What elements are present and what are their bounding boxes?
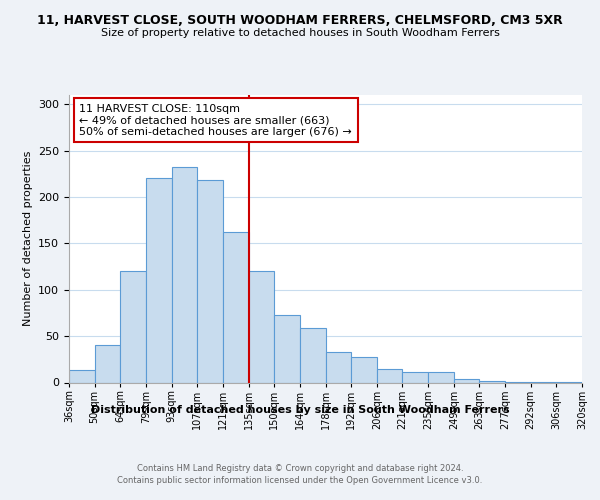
Bar <box>172 168 197 382</box>
Bar <box>479 380 505 382</box>
Bar <box>428 372 454 382</box>
Bar <box>95 346 121 383</box>
Bar <box>121 271 146 382</box>
Bar <box>248 271 274 382</box>
Y-axis label: Number of detached properties: Number of detached properties <box>23 151 32 326</box>
Text: Size of property relative to detached houses in South Woodham Ferrers: Size of property relative to detached ho… <box>101 28 499 38</box>
Text: Distribution of detached houses by size in South Woodham Ferrers: Distribution of detached houses by size … <box>91 405 509 415</box>
Bar <box>223 232 248 382</box>
Bar <box>69 370 95 382</box>
Bar <box>454 379 479 382</box>
Bar <box>377 368 403 382</box>
Bar <box>146 178 172 382</box>
Bar <box>300 328 325 382</box>
Text: 11, HARVEST CLOSE, SOUTH WOODHAM FERRERS, CHELMSFORD, CM3 5XR: 11, HARVEST CLOSE, SOUTH WOODHAM FERRERS… <box>37 14 563 27</box>
Text: Contains public sector information licensed under the Open Government Licence v3: Contains public sector information licen… <box>118 476 482 485</box>
Text: 11 HARVEST CLOSE: 110sqm
← 49% of detached houses are smaller (663)
50% of semi-: 11 HARVEST CLOSE: 110sqm ← 49% of detach… <box>79 104 352 137</box>
Bar <box>274 315 300 382</box>
Text: Contains HM Land Registry data © Crown copyright and database right 2024.: Contains HM Land Registry data © Crown c… <box>137 464 463 473</box>
Bar <box>197 180 223 382</box>
Bar <box>403 372 428 382</box>
Bar <box>325 352 351 382</box>
Bar <box>351 356 377 382</box>
